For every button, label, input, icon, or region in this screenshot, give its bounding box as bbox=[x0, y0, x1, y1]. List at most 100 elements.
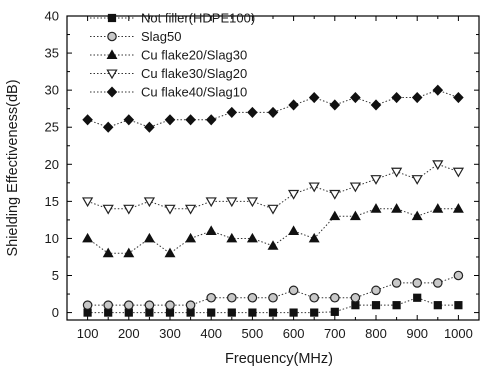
series-4 bbox=[82, 84, 464, 133]
data-point-2 bbox=[288, 225, 300, 235]
data-point-3 bbox=[452, 167, 465, 178]
legend-label: Cu flake20/Slag30 bbox=[141, 48, 247, 63]
data-point-0 bbox=[124, 308, 133, 317]
data-point-2 bbox=[82, 232, 94, 243]
data-point-0 bbox=[165, 308, 175, 317]
data-point-4 bbox=[102, 121, 114, 133]
legend-item-4: Cu flake40/Slag10 bbox=[90, 85, 247, 100]
y-tick-label: 40 bbox=[45, 9, 59, 24]
x-axis-title: Frequency(MHz) bbox=[225, 351, 333, 367]
data-point-3 bbox=[143, 197, 156, 208]
y-tick-label: 5 bbox=[52, 268, 59, 283]
data-point-2 bbox=[123, 247, 135, 258]
data-point-2 bbox=[432, 203, 444, 213]
y-tick-label: 15 bbox=[45, 194, 59, 209]
x-tick-label: 900 bbox=[406, 326, 428, 341]
data-point-1 bbox=[144, 300, 155, 310]
data-point-2 bbox=[308, 232, 320, 243]
y-tick-label: 35 bbox=[45, 46, 59, 61]
y-axis-title: Shielding Effectiveness(dB) bbox=[5, 79, 21, 256]
data-point-4 bbox=[411, 92, 423, 104]
data-point-4 bbox=[370, 99, 382, 111]
legend-label: Cu flake30/Slag20 bbox=[141, 66, 247, 81]
data-point-2 bbox=[246, 232, 258, 243]
data-point-1 bbox=[165, 300, 175, 310]
data-point-2 bbox=[164, 247, 176, 258]
data-point-1 bbox=[103, 300, 113, 310]
data-point-3 bbox=[102, 204, 114, 215]
legend-item-2: Cu flake20/Slag30 bbox=[90, 48, 247, 63]
data-point-2 bbox=[452, 203, 464, 213]
x-tick-label: 100 bbox=[77, 326, 99, 341]
data-point-3 bbox=[123, 204, 135, 215]
data-point-4 bbox=[164, 114, 176, 126]
data-point-0 bbox=[248, 308, 257, 317]
data-point-0 bbox=[433, 301, 442, 310]
data-point-1 bbox=[247, 292, 258, 303]
data-point-1 bbox=[412, 278, 422, 288]
data-point-0 bbox=[413, 293, 422, 302]
data-point-2 bbox=[102, 247, 114, 258]
data-point-4 bbox=[329, 99, 341, 111]
data-point-3 bbox=[349, 182, 362, 193]
data-point-1 bbox=[124, 300, 134, 310]
data-point-0 bbox=[330, 307, 339, 316]
x-tick-label: 300 bbox=[159, 326, 181, 341]
legend-label: Slag50 bbox=[141, 29, 181, 44]
data-point-1 bbox=[432, 278, 443, 288]
data-point-1 bbox=[206, 292, 216, 303]
y-tick-label: 30 bbox=[45, 83, 59, 98]
data-point-1 bbox=[350, 292, 361, 303]
data-point-4 bbox=[453, 92, 464, 104]
data-point-1 bbox=[268, 292, 278, 303]
x-tick-label: 800 bbox=[365, 326, 387, 341]
data-point-2 bbox=[411, 210, 423, 221]
data-point-4 bbox=[308, 92, 320, 104]
data-point-4 bbox=[350, 92, 361, 104]
data-point-1 bbox=[453, 270, 464, 281]
data-point-0 bbox=[227, 308, 236, 317]
data-point-0 bbox=[371, 301, 381, 310]
x-tick-label: 600 bbox=[283, 326, 305, 341]
data-point-1 bbox=[227, 292, 237, 303]
data-point-3 bbox=[267, 204, 279, 215]
data-point-3 bbox=[184, 204, 197, 215]
data-point-0 bbox=[207, 308, 216, 317]
data-point-4 bbox=[226, 106, 238, 118]
x-tick-label: 200 bbox=[118, 326, 140, 341]
x-tick-label: 400 bbox=[200, 326, 222, 341]
data-point-1 bbox=[288, 285, 299, 296]
data-point-4 bbox=[247, 106, 258, 118]
legend-item-0: Not filler(HDPE100) bbox=[90, 11, 255, 26]
legend-marker bbox=[106, 86, 118, 98]
data-point-0 bbox=[310, 308, 319, 317]
data-point-4 bbox=[205, 114, 217, 126]
data-point-4 bbox=[185, 114, 196, 126]
y-tick-label: 10 bbox=[45, 231, 59, 246]
data-point-3 bbox=[411, 175, 423, 185]
data-point-3 bbox=[246, 197, 259, 208]
legend-marker bbox=[107, 31, 117, 42]
data-point-1 bbox=[309, 292, 319, 303]
x-tick-label: 1000 bbox=[444, 326, 473, 341]
data-point-0 bbox=[145, 308, 154, 317]
data-point-3 bbox=[164, 204, 176, 215]
data-point-0 bbox=[83, 308, 92, 317]
data-point-3 bbox=[329, 189, 341, 200]
x-tick-label: 700 bbox=[324, 326, 346, 341]
data-point-3 bbox=[226, 197, 238, 208]
legend-marker bbox=[106, 49, 118, 59]
series-2 bbox=[82, 203, 464, 258]
data-point-4 bbox=[144, 121, 155, 133]
data-point-2 bbox=[143, 232, 155, 243]
legend-marker bbox=[107, 13, 117, 23]
data-point-3 bbox=[370, 175, 382, 185]
data-point-0 bbox=[289, 308, 298, 317]
data-point-0 bbox=[351, 301, 360, 310]
data-point-1 bbox=[371, 285, 381, 296]
data-point-1 bbox=[185, 300, 196, 310]
legend-item-1: Slag50 bbox=[90, 29, 181, 44]
y-tick-label: 0 bbox=[52, 305, 59, 320]
data-point-1 bbox=[329, 292, 340, 303]
